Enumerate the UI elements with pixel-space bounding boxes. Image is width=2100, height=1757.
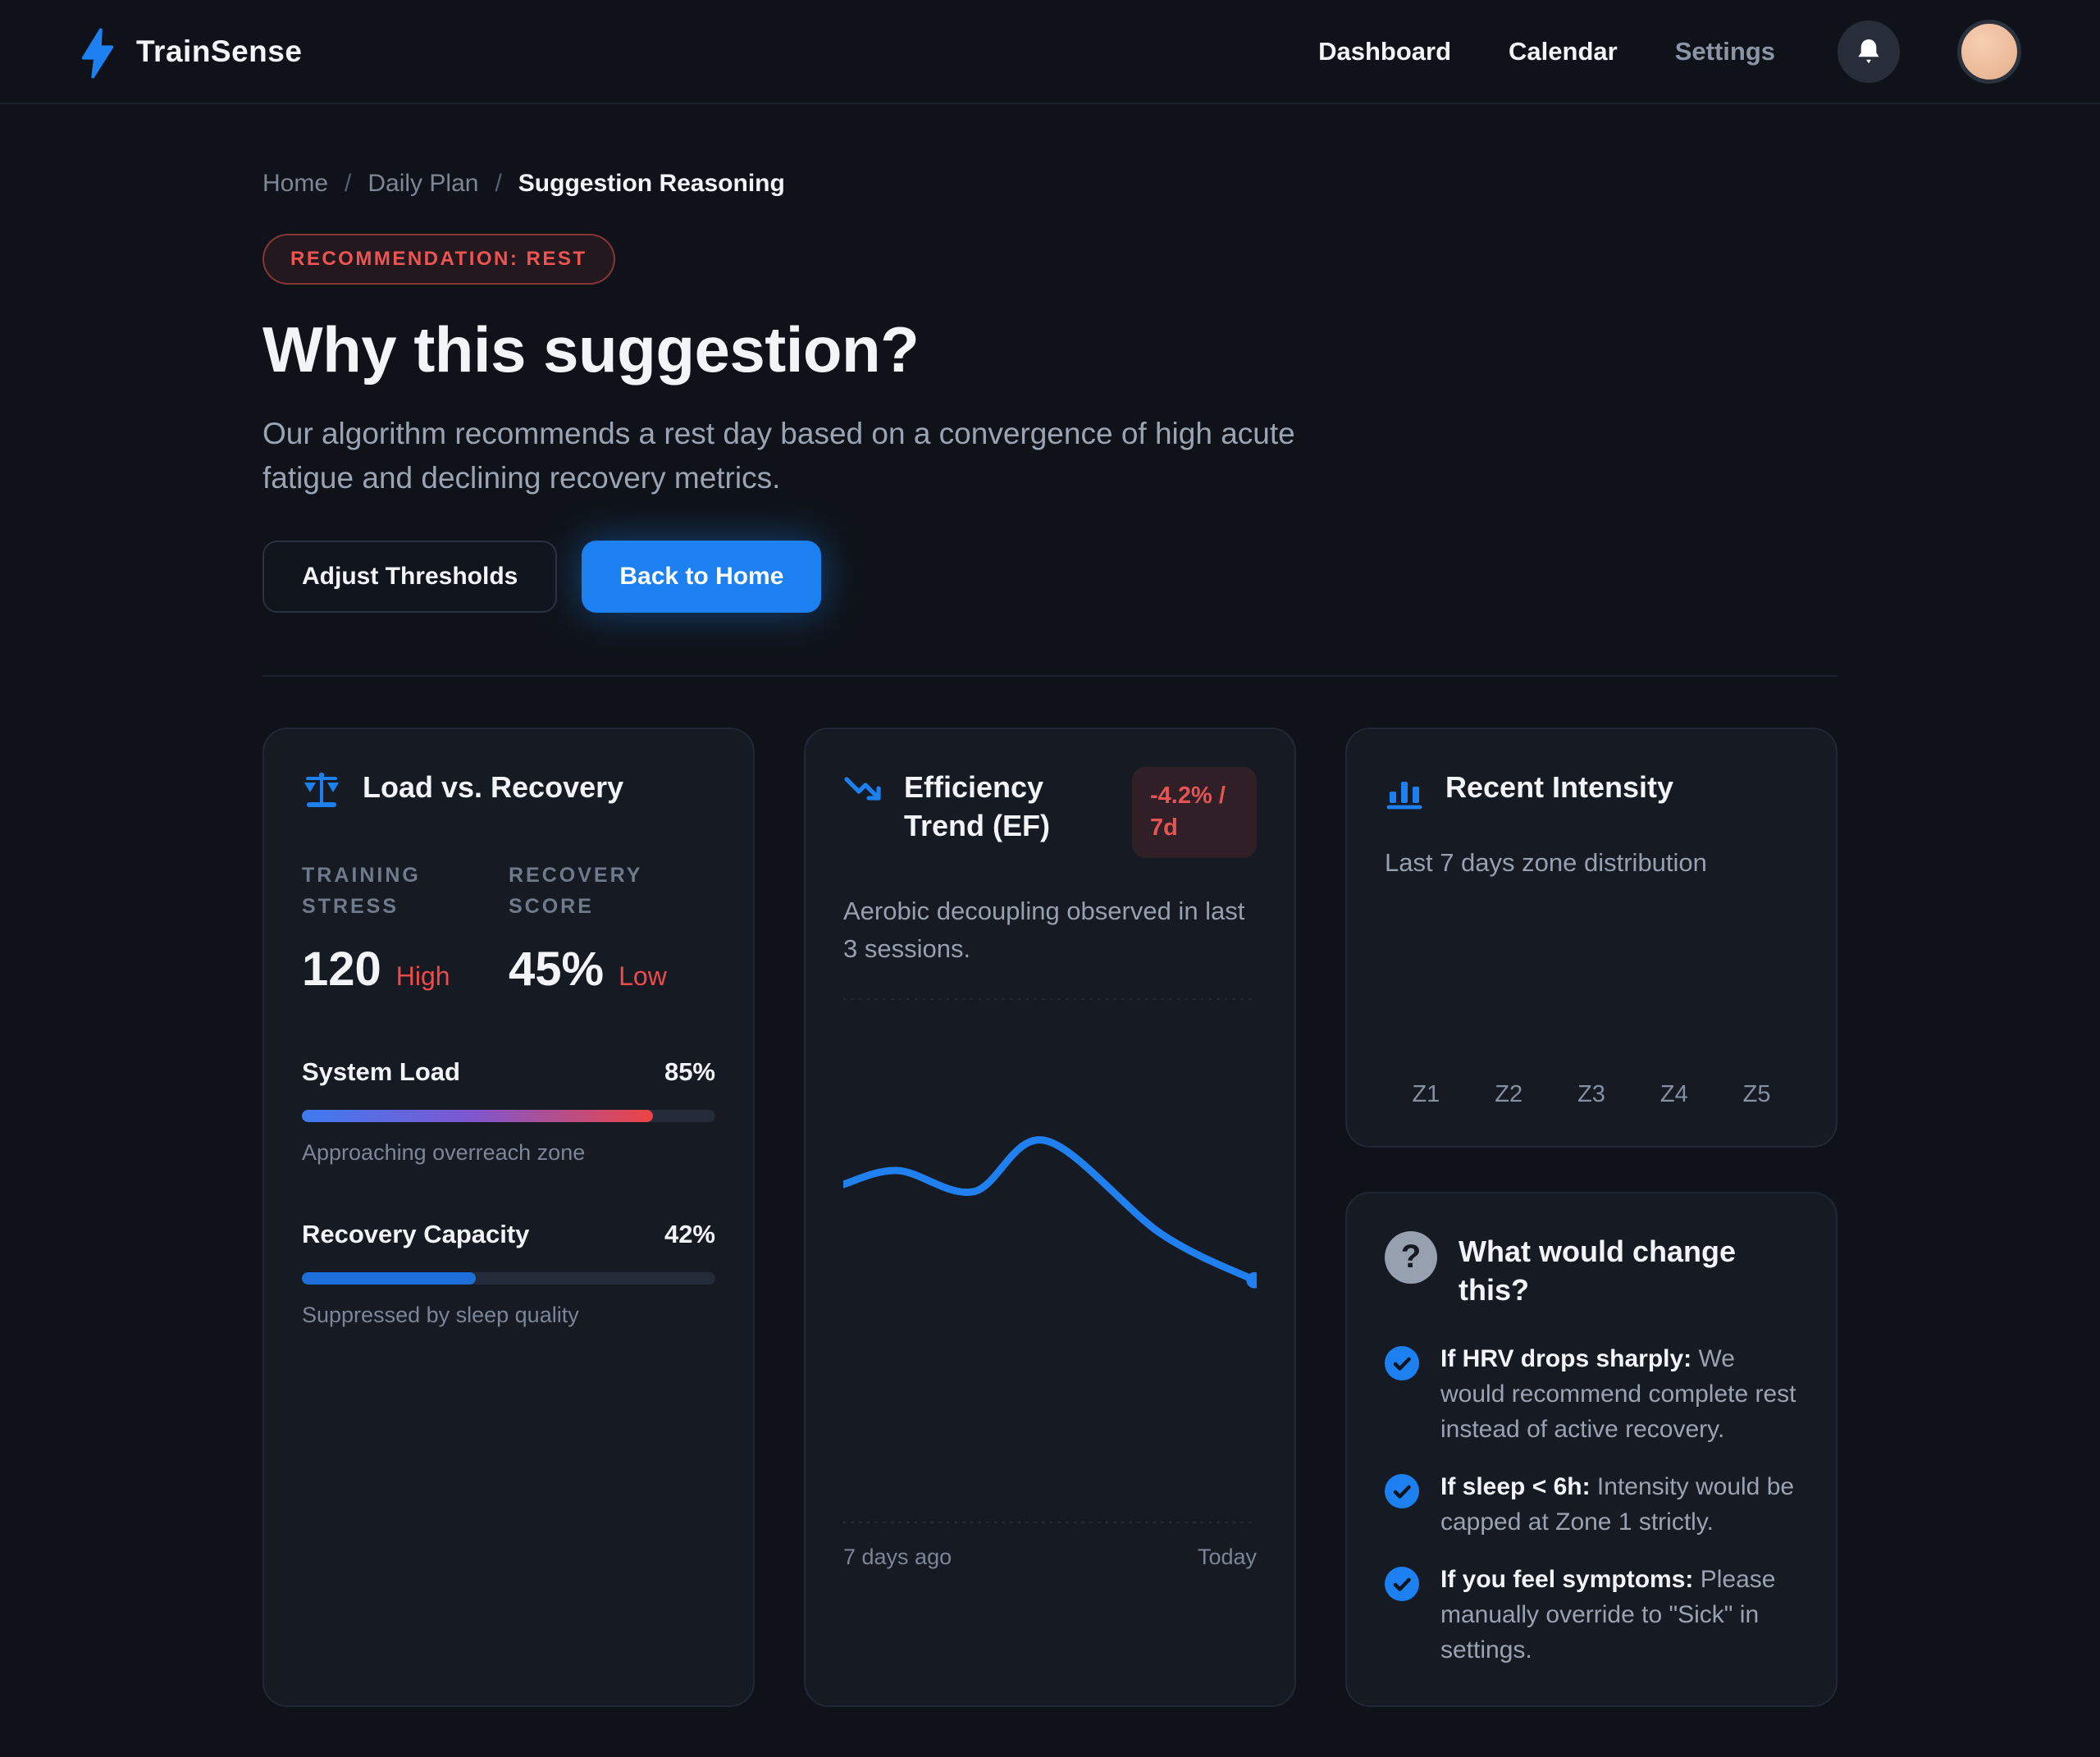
question-icon: ? [1385, 1230, 1437, 1284]
trending-down-icon [844, 777, 881, 801]
metric-label: RECOVERY SCORE [509, 864, 642, 918]
system-load-caption: Approaching overreach zone [302, 1140, 586, 1166]
load-vs-recovery-card: Load vs. Recovery TRAINING STRESS 120 Hi… [262, 728, 755, 1708]
card-title: What would change this? [1459, 1234, 1736, 1307]
breadcrumb-current-page: Suggestion Reasoning [518, 170, 785, 197]
question-glyph: ? [1400, 1239, 1422, 1276]
nav-settings[interactable]: Settings [1674, 36, 1775, 66]
lightning-bolt-logo-icon [81, 27, 114, 79]
check-circle-icon [1385, 1346, 1419, 1381]
back-to-home-button[interactable]: Back to Home [582, 541, 822, 614]
recommendation-badge: RECOMMENDATION: REST [262, 234, 615, 285]
condition-body: Please manually override to "Sick" in se… [1440, 1566, 1776, 1663]
ef-line-path [843, 1135, 1257, 1284]
card-header: Recent Intensity [1385, 767, 1798, 810]
system-load-label: System Load [302, 1057, 460, 1087]
bell-icon [1858, 39, 1879, 63]
training-stress-metric: TRAINING STRESS 120 High [302, 860, 509, 997]
condition-lead: If you feel symptoms: [1440, 1566, 1694, 1594]
main-content: Home / Daily Plan / Suggestion Reasoning… [262, 170, 1838, 1757]
system-load-block: System Load 85% Approaching overreach zo… [302, 1057, 715, 1166]
action-buttons: Adjust Thresholds Back to Home [262, 541, 1838, 614]
breadcrumb-daily-plan[interactable]: Daily Plan [368, 170, 479, 197]
condition-text: If you feel symptoms: Please manually ov… [1440, 1563, 1798, 1668]
efficiency-line-chart [843, 997, 1257, 1523]
app-title: TrainSense [136, 34, 303, 68]
recovery-capacity-label: Recovery Capacity [302, 1220, 530, 1249]
card-title: Efficiency Trend (EF) [904, 770, 1050, 843]
intensity-subtitle: Last 7 days zone distribution [1385, 848, 1707, 878]
training-stress-value: 120 [302, 942, 381, 997]
card-title: Load vs. Recovery [363, 770, 624, 805]
zone-label-z2: Z2 [1495, 1080, 1523, 1107]
nav-dashboard[interactable]: Dashboard [1318, 36, 1452, 66]
efficiency-subtitle: Aerobic decoupling observed in last 3 se… [843, 896, 1245, 964]
recovery-capacity-fill [302, 1272, 476, 1285]
conditions-list: If HRV drops sharply: We would recommend… [1385, 1342, 1798, 1668]
list-item: If you feel symptoms: Please manually ov… [1385, 1563, 1798, 1668]
zone-label-z4: Z4 [1659, 1080, 1688, 1107]
trend-change-badge: -4.2% / 7d [1132, 767, 1257, 858]
page-description: Our algorithm recommends a rest day base… [262, 417, 1295, 495]
condition-lead: If sleep < 6h: [1440, 1473, 1591, 1501]
breadcrumb-separator: / [345, 170, 352, 197]
balance-scale-icon [304, 773, 339, 808]
list-item: If sleep < 6h: Intensity would be capped… [1385, 1470, 1798, 1540]
condition-text: If sleep < 6h: Intensity would be capped… [1440, 1470, 1798, 1540]
check-circle-icon [1385, 1474, 1419, 1509]
zone-axis-labels: Z1 Z2 Z3 Z4 Z5 [1385, 1081, 1798, 1108]
top-navigation-bar: TrainSense Dashboard Calendar Settings [0, 0, 2100, 104]
list-item: If HRV drops sharply: We would recommend… [1385, 1342, 1798, 1447]
zone-label-z1: Z1 [1412, 1080, 1440, 1107]
card-header: ? What would change this? [1385, 1230, 1798, 1310]
zone-label-z5: Z5 [1742, 1080, 1771, 1107]
training-stress-tag: High [395, 961, 450, 992]
brand: TrainSense [79, 25, 302, 79]
recovery-score-value: 45% [509, 942, 605, 997]
what-would-change-card: ? What would change this? If HRV drops s… [1345, 1191, 1838, 1708]
x-end-label: Today [1197, 1544, 1257, 1569]
recovery-score-tag: Low [619, 961, 667, 992]
recovery-capacity-percent: 42% [664, 1220, 715, 1249]
breadcrumb-home[interactable]: Home [262, 170, 329, 197]
metric-pair: TRAINING STRESS 120 High RECOVERY SCORE … [302, 860, 715, 997]
recovery-capacity-progressbar [302, 1272, 715, 1285]
insight-cards: Load vs. Recovery TRAINING STRESS 120 Hi… [262, 728, 1838, 1708]
chart-x-labels: 7 days ago Today [843, 1545, 1257, 1570]
metric-label: TRAINING STRESS [302, 864, 421, 918]
efficiency-trend-card: Efficiency Trend (EF) -4.2% / 7d Aerobic… [804, 728, 1296, 1708]
condition-body: Intensity would be capped at Zone 1 stri… [1440, 1473, 1795, 1536]
ef-endpoint-dot [1246, 1271, 1257, 1289]
recovery-capacity-caption: Suppressed by sleep quality [302, 1303, 579, 1328]
system-load-fill [302, 1110, 654, 1123]
card-header: Efficiency Trend (EF) -4.2% / 7d [843, 767, 1257, 858]
section-divider [262, 675, 1838, 678]
recovery-capacity-block: Recovery Capacity 42% Suppressed by slee… [302, 1220, 715, 1328]
zone-label-z3: Z3 [1577, 1080, 1605, 1107]
check-circle-icon [1385, 1567, 1419, 1602]
nav-calendar[interactable]: Calendar [1509, 36, 1618, 66]
condition-body: We would recommend complete rest instead… [1440, 1345, 1796, 1443]
condition-lead: If HRV drops sharply: [1440, 1345, 1692, 1373]
bar-chart-icon [1386, 782, 1422, 810]
breadcrumb: Home / Daily Plan / Suggestion Reasoning [262, 170, 1838, 198]
notifications-button[interactable] [1838, 20, 1900, 83]
system-load-progressbar [302, 1110, 715, 1123]
system-load-percent: 85% [664, 1057, 715, 1087]
condition-text: If HRV drops sharply: We would recommend… [1440, 1342, 1798, 1447]
page-title: Why this suggestion? [262, 313, 920, 386]
card-header: Load vs. Recovery [302, 767, 715, 810]
recent-intensity-card: Recent Intensity Last 7 days zone distri… [1345, 728, 1838, 1148]
x-start-label: 7 days ago [843, 1544, 952, 1569]
breadcrumb-separator: / [495, 170, 502, 197]
zone-bars-area [1385, 883, 1798, 1081]
right-column: Recent Intensity Last 7 days zone distri… [1345, 728, 1838, 1708]
user-avatar[interactable] [1957, 19, 2021, 84]
primary-nav: Dashboard Calendar Settings [1318, 19, 2021, 84]
card-title: Recent Intensity [1445, 770, 1674, 805]
recovery-score-metric: RECOVERY SCORE 45% Low [509, 860, 715, 997]
adjust-thresholds-button[interactable]: Adjust Thresholds [262, 541, 558, 614]
